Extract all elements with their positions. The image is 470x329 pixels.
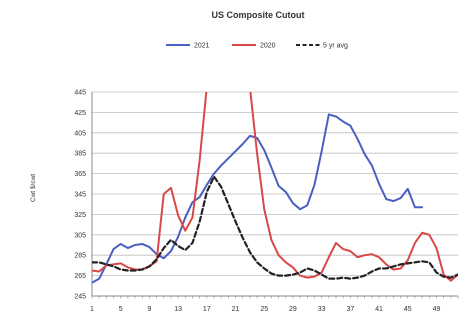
x-tick-label: 37	[346, 306, 354, 313]
y-tick-label: 245	[74, 294, 86, 301]
legend: 2021 2020 5 yr avg	[166, 43, 348, 50]
legend-label: 2020	[260, 43, 276, 50]
y-tick-label: 305	[74, 232, 86, 239]
y-tick-label: 365	[74, 171, 86, 178]
x-tick-label: 5	[119, 306, 123, 313]
legend-label: 5 yr avg	[323, 43, 348, 50]
y-axis-title: Cwt $/cwt	[30, 174, 37, 202]
x-tick-label: 45	[404, 306, 412, 313]
y-tick-label: 445	[74, 90, 86, 97]
plot-area	[92, 92, 458, 284]
y-tick-label: 345	[74, 192, 86, 199]
series-line-2021	[92, 113, 424, 284]
x-tick-label: 29	[289, 306, 297, 313]
y-tick-label: 265	[74, 273, 86, 280]
x-tick-label: 49	[433, 306, 441, 313]
x-tick-label: 33	[318, 306, 326, 313]
y-tick-label: 385	[74, 151, 86, 158]
x-tick-label: 1	[90, 306, 94, 313]
x-tick-label: 9	[147, 306, 151, 313]
y-tick-label: 405	[74, 130, 86, 137]
x-axis: 1 5 9 13 17 21 25 29 33 37 41 45 49	[90, 296, 459, 313]
grid	[91, 91, 458, 297]
legend-label: 2021	[194, 43, 210, 50]
x-tick-label: 21	[232, 306, 240, 313]
y-tick-label: 285	[74, 253, 86, 260]
x-tick-label: 17	[203, 306, 211, 313]
y-axis: 245 265 285 305 325 345 365 385 405 425 445	[74, 90, 86, 301]
y-tick-label: 425	[74, 110, 86, 117]
x-tick-label: 41	[375, 306, 383, 313]
y-tick-label: 325	[74, 212, 86, 219]
x-tick-label: 13	[174, 306, 182, 313]
series-line-5-yr-avg	[92, 175, 458, 280]
x-tick-label: 25	[260, 306, 268, 313]
chart-title: US Composite Cutout	[212, 10, 305, 20]
